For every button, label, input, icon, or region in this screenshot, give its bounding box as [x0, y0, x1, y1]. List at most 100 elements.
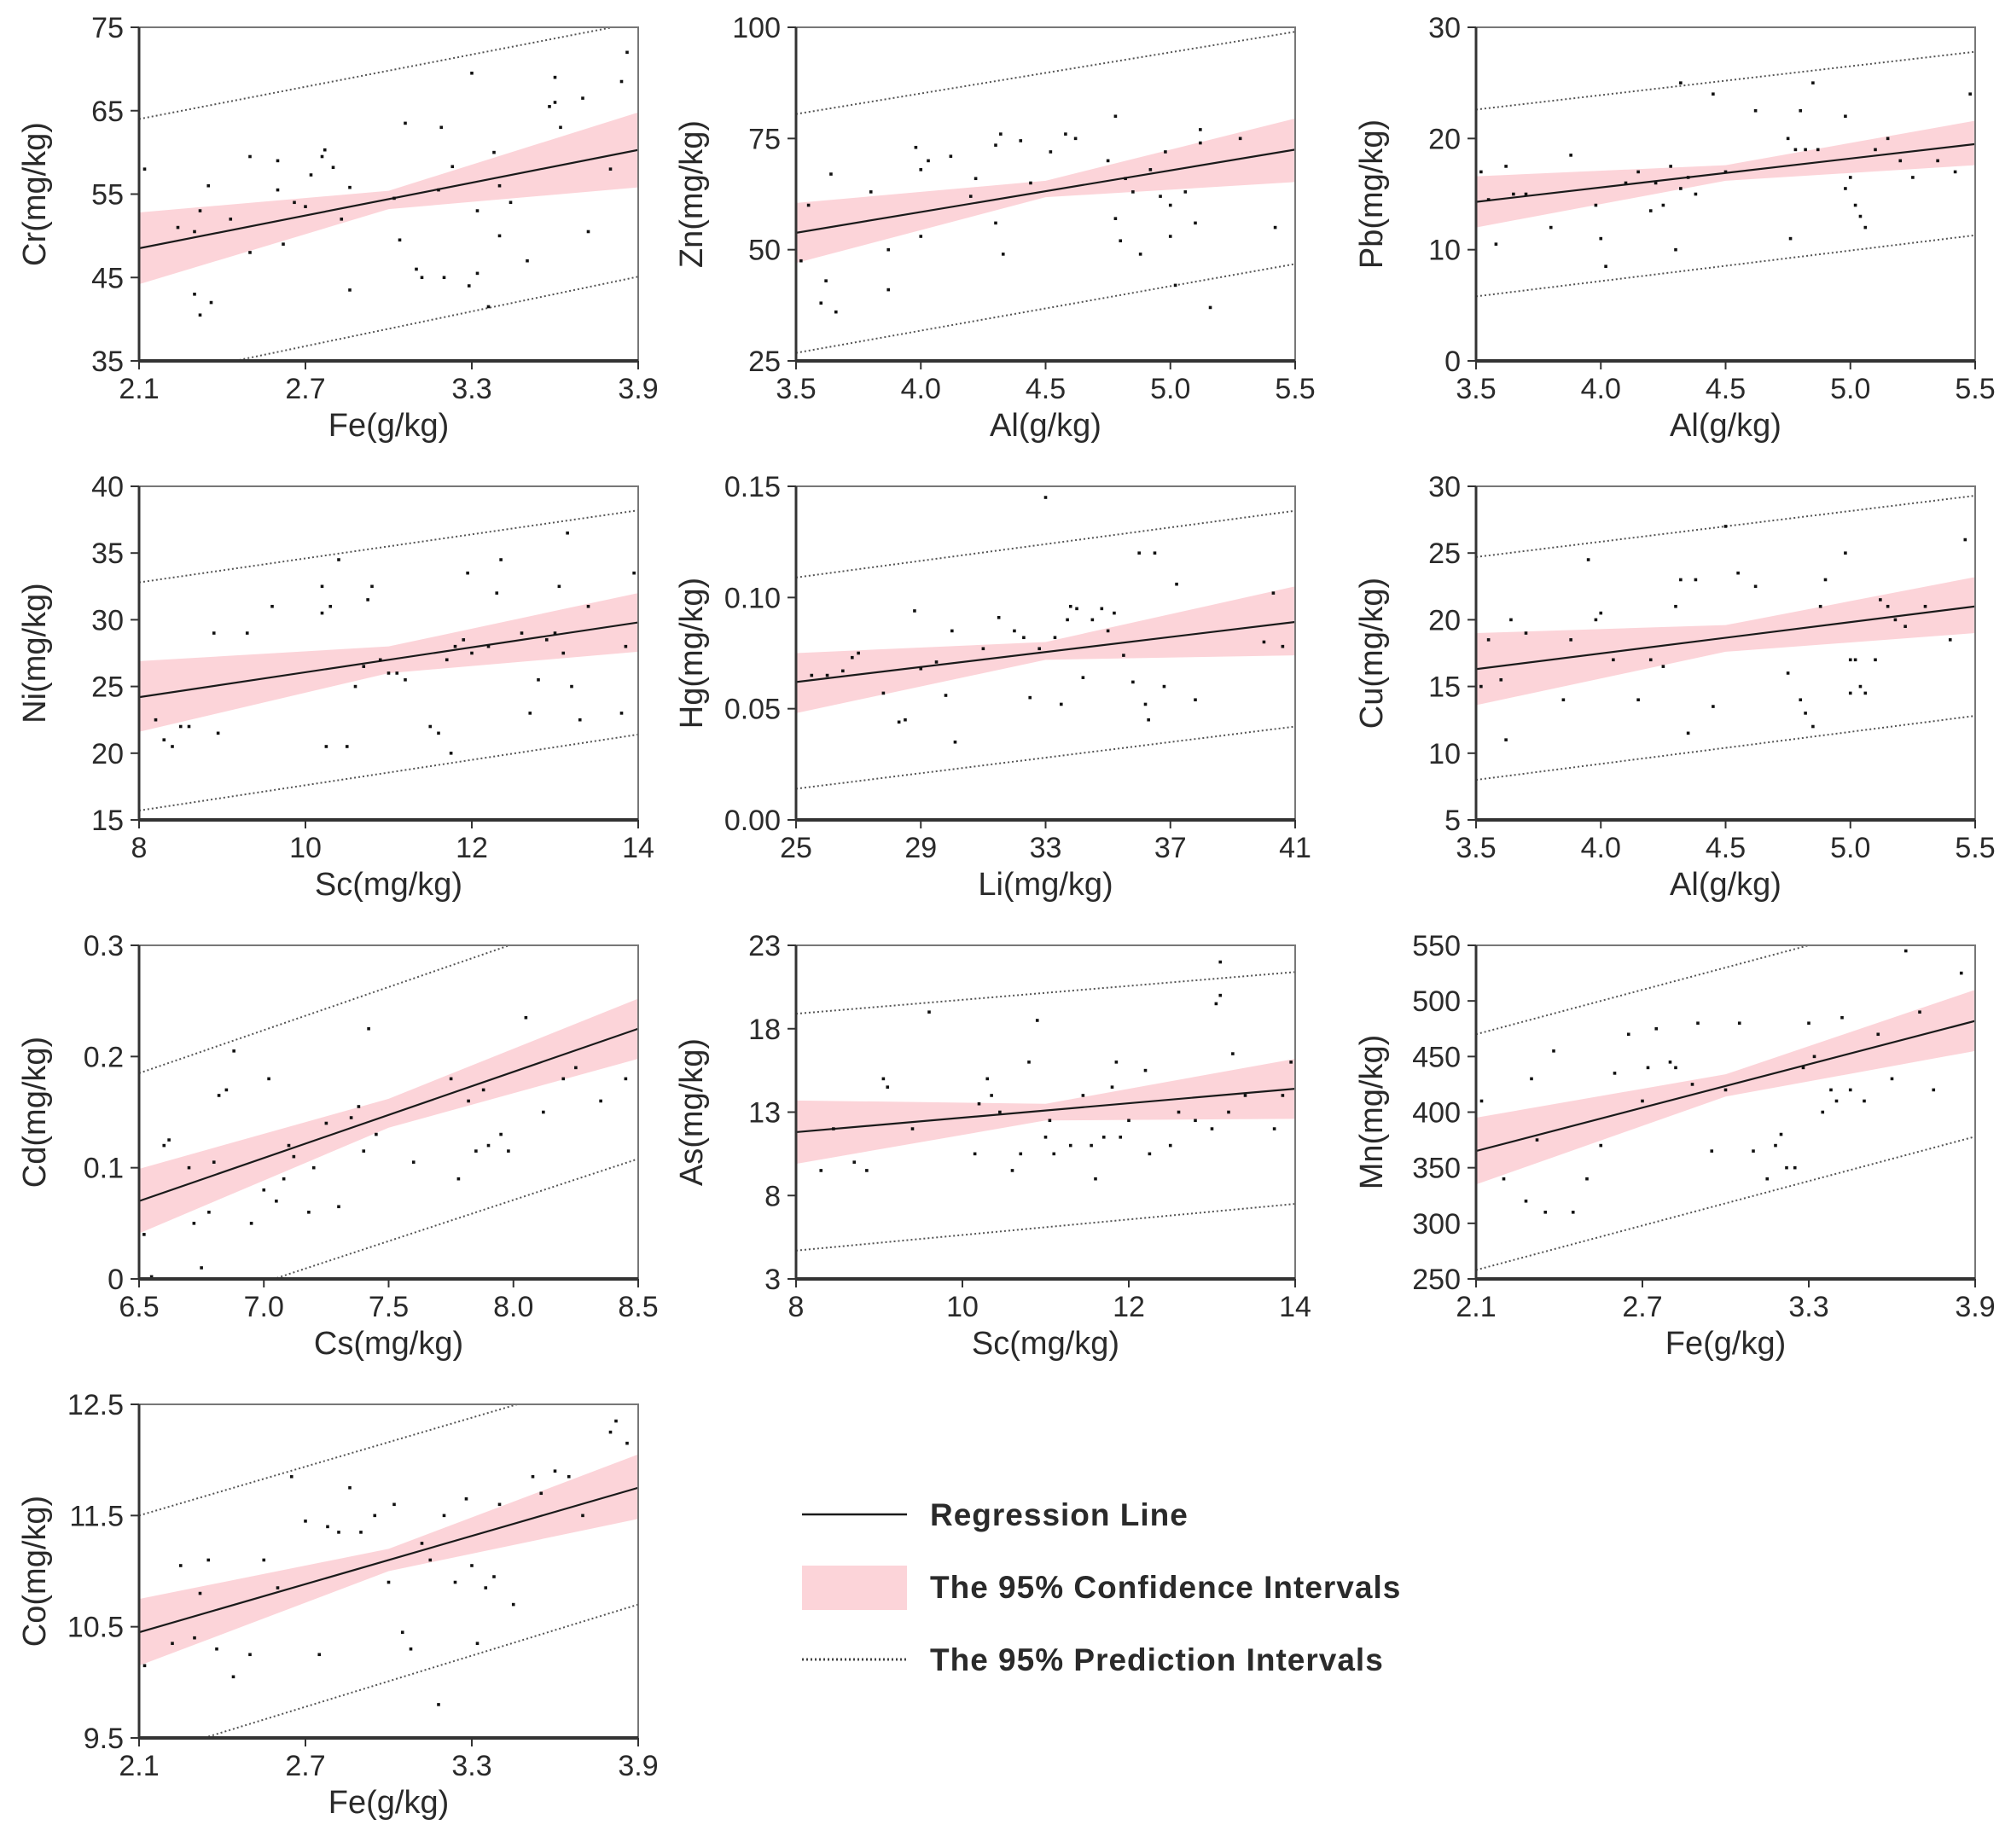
prediction-lower-co	[201, 1603, 638, 1738]
data-point	[1804, 148, 1807, 152]
data-point	[497, 1502, 502, 1507]
data-point	[167, 1138, 171, 1142]
data-point	[1793, 148, 1798, 152]
data-point	[1848, 1088, 1852, 1092]
data-point	[1648, 658, 1653, 662]
data-point	[624, 644, 628, 648]
data-point	[437, 731, 440, 735]
data-point	[953, 740, 957, 744]
data-point	[1848, 658, 1852, 662]
data-point	[1208, 305, 1212, 310]
data-point	[1273, 225, 1277, 230]
data-point	[207, 1211, 211, 1214]
data-point	[370, 584, 374, 589]
x-tick-label: 3.3	[451, 373, 491, 405]
y-axis-label-cu: Cu(mg/kg)	[1354, 578, 1390, 729]
x-axis-label-as: Sc(mg/kg)	[972, 1326, 1119, 1362]
data-point	[1281, 1094, 1285, 1097]
regression-line-as	[796, 1088, 1295, 1134]
y-axis-label-as: As(mg/kg)	[674, 1038, 710, 1186]
data-point	[1153, 551, 1157, 555]
data-point	[1723, 525, 1728, 528]
data-point	[193, 293, 196, 296]
data-point	[171, 1642, 174, 1646]
y-tick-label: 5	[1444, 805, 1461, 837]
data-point	[1829, 1088, 1833, 1092]
data-point	[1799, 108, 1803, 113]
data-point	[404, 121, 407, 125]
data-point	[324, 1121, 328, 1125]
data-point	[348, 185, 352, 189]
data-point	[1168, 1143, 1172, 1148]
prediction-lower-cu	[1476, 715, 1975, 782]
data-point	[528, 712, 532, 715]
data-point	[999, 132, 1003, 136]
data-point	[304, 205, 307, 208]
y-axis-label-co: Co(mg/kg)	[17, 1496, 53, 1647]
data-point	[1818, 604, 1822, 608]
data-point	[245, 631, 249, 635]
data-point	[1289, 1061, 1293, 1064]
data-point	[949, 154, 953, 158]
x-tick-label: 12	[1113, 1291, 1145, 1323]
x-tick-label: 2.7	[1622, 1291, 1662, 1323]
data-point	[1090, 618, 1095, 622]
data-point	[1844, 114, 1847, 119]
data-point	[387, 1580, 391, 1584]
data-point	[248, 251, 252, 254]
data-point	[373, 1514, 377, 1518]
data-point	[1073, 137, 1078, 141]
data-point	[1788, 236, 1793, 241]
data-point	[1840, 1015, 1844, 1020]
y-axis-label-pb: Pb(mg/kg)	[1354, 119, 1390, 269]
x-tick-label: 4.5	[1706, 832, 1746, 864]
data-point	[973, 1152, 977, 1156]
data-point	[492, 150, 496, 154]
x-axis-label-mn: Fe(g/kg)	[1665, 1326, 1786, 1362]
data-point	[1090, 1143, 1093, 1148]
data-point	[910, 1127, 915, 1130]
data-point	[834, 310, 838, 314]
y-tick-label: 0.05	[724, 694, 781, 726]
data-point	[1106, 629, 1110, 633]
data-point	[481, 1088, 485, 1092]
data-point	[497, 183, 502, 188]
y-tick-label: 35	[91, 538, 124, 570]
data-point	[1113, 114, 1118, 119]
data-point	[869, 190, 873, 194]
data-point	[415, 267, 418, 271]
regression-line-cu	[1476, 605, 1975, 671]
data-point	[162, 738, 166, 741]
data-point	[1043, 496, 1048, 499]
data-point	[1686, 176, 1690, 179]
data-point	[1585, 1177, 1589, 1181]
data-point	[886, 288, 891, 292]
data-point	[1486, 198, 1491, 201]
data-point	[548, 105, 551, 108]
legend-pi-label: The 95% Prediction Intervals	[930, 1642, 1384, 1677]
data-point	[231, 1675, 235, 1679]
data-point	[1661, 665, 1665, 668]
data-point	[507, 1149, 510, 1153]
x-tick-label: 4.0	[1581, 832, 1621, 864]
data-point	[1863, 691, 1868, 695]
data-point	[178, 724, 183, 729]
data-point	[1272, 1127, 1276, 1130]
data-point	[1669, 165, 1672, 168]
x-tick-label: 7.5	[369, 1291, 409, 1323]
y-tick-label: 8	[764, 1180, 781, 1212]
data-point	[1001, 253, 1005, 256]
prediction-lower-cr	[230, 276, 638, 361]
data-point	[1177, 1110, 1181, 1114]
data-point	[520, 631, 524, 635]
data-point	[1479, 170, 1483, 174]
data-point	[499, 1132, 503, 1136]
data-point	[475, 209, 480, 212]
data-point	[1898, 159, 1903, 163]
confidence-band-hg	[796, 586, 1295, 713]
x-tick-label: 4.0	[1581, 373, 1621, 405]
data-point	[819, 1169, 823, 1172]
prediction-upper-co	[139, 1404, 520, 1517]
data-point	[462, 638, 466, 642]
